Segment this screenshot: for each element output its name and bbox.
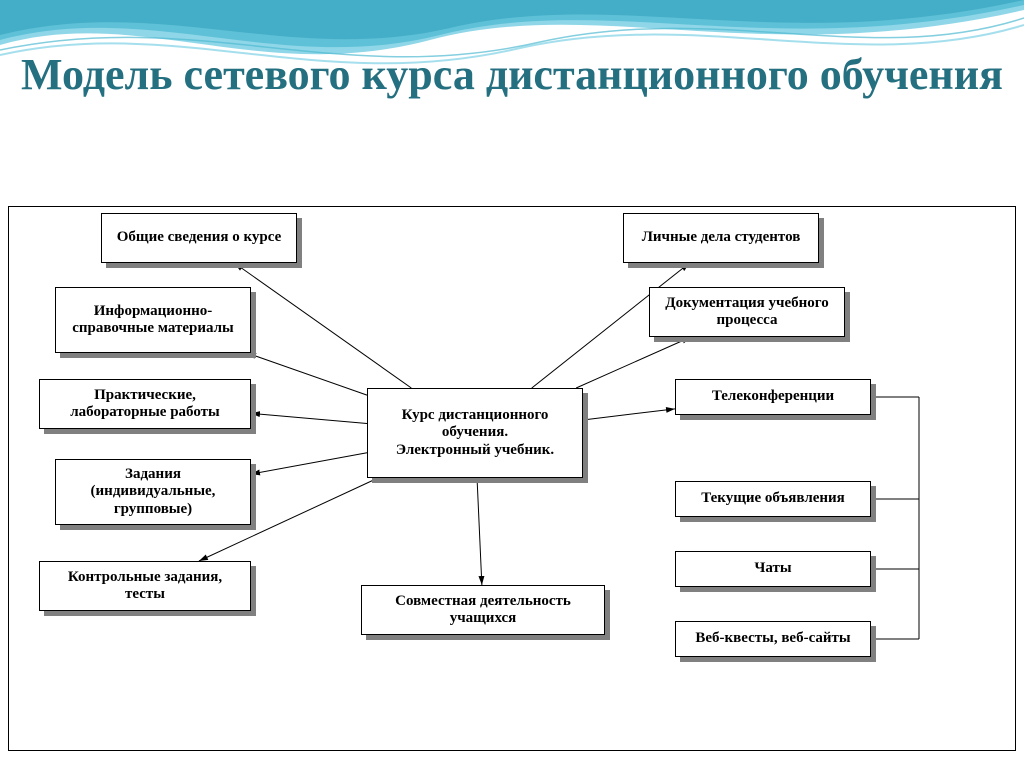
node-box: Телеконференции — [675, 379, 871, 415]
node-n2: Информационно-справочные материалы — [55, 287, 256, 358]
node-box: Контрольные задания, тесты — [39, 561, 251, 611]
node-n1: Общие сведения о курсе — [101, 213, 302, 268]
node-box: Чаты — [675, 551, 871, 587]
slide: Модель сетевого курса дистанционного обу… — [0, 0, 1024, 767]
diagram-frame: Курс дистанционного обучения. Электронны… — [8, 206, 1016, 751]
node-label: Практические, лабораторные работы — [46, 387, 244, 422]
node-box: Задания (индивидуальные, групповые) — [55, 459, 251, 525]
node-label: Курс дистанционного обучения. Электронны… — [374, 407, 576, 459]
node-n12: Веб-квесты, веб-сайты — [675, 621, 876, 662]
node-label: Текущие объявления — [701, 490, 845, 507]
node-box: Информационно-справочные материалы — [55, 287, 251, 353]
node-box: Веб-квесты, веб-сайты — [675, 621, 871, 657]
node-box: Личные дела студентов — [623, 213, 819, 263]
node-n4: Задания (индивидуальные, групповые) — [55, 459, 256, 530]
node-box: Общие сведения о курсе — [101, 213, 297, 263]
node-label: Контрольные задания, тесты — [46, 569, 244, 604]
node-box: Курс дистанционного обучения. Электронны… — [367, 388, 583, 478]
node-box: Практические, лабораторные работы — [39, 379, 251, 429]
node-label: Информационно-справочные материалы — [62, 303, 244, 338]
node-label: Документация учебного процесса — [656, 295, 838, 330]
node-label: Общие сведения о курсе — [117, 229, 282, 246]
node-box: Документация учебного процесса — [649, 287, 845, 337]
node-label: Личные дела студентов — [642, 229, 801, 246]
node-label: Телеконференции — [712, 388, 834, 405]
node-box: Совместная деятельность учащихся — [361, 585, 605, 635]
node-n8: Документация учебного процесса — [649, 287, 850, 342]
node-label: Веб-квесты, веб-сайты — [695, 630, 850, 647]
node-n3: Практические, лабораторные работы — [39, 379, 256, 434]
node-label: Совместная деятельность учащихся — [368, 593, 598, 628]
node-n11: Чаты — [675, 551, 876, 592]
node-label: Задания (индивидуальные, групповые) — [62, 466, 244, 518]
center-node: Курс дистанционного обучения. Электронны… — [367, 388, 588, 483]
node-label: Чаты — [754, 560, 791, 577]
node-n5: Контрольные задания, тесты — [39, 561, 256, 616]
node-box: Текущие объявления — [675, 481, 871, 517]
node-n7: Личные дела студентов — [623, 213, 824, 268]
node-n10: Текущие объявления — [675, 481, 876, 522]
node-n6: Совместная деятельность учащихся — [361, 585, 610, 640]
node-n9: Телеконференции — [675, 379, 876, 420]
slide-title: Модель сетевого курса дистанционного обу… — [0, 50, 1024, 101]
